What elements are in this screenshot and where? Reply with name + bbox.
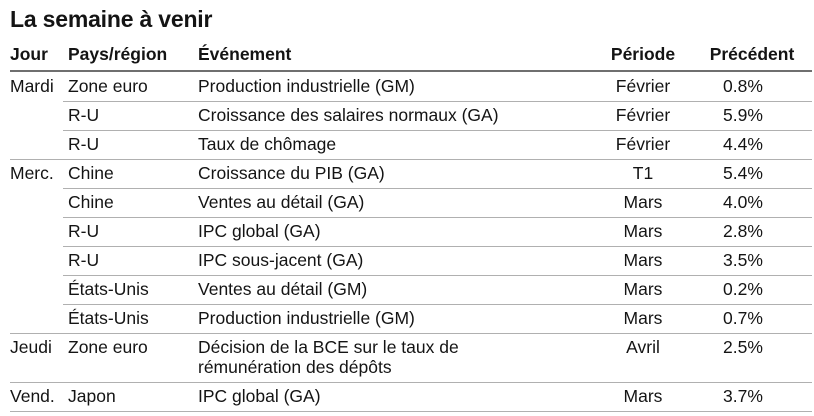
cell-evenement: Production industrielle (GM) [198, 308, 415, 328]
cell-precedent: 3.7% [723, 386, 763, 406]
cell-periode: Avril [626, 337, 660, 357]
cell-jour: Merc. [10, 163, 54, 183]
cell-precedent: 5.4% [723, 163, 763, 183]
cell-evenement: Décision de la BCE sur le taux de rémuné… [198, 337, 459, 377]
cell-pays-region: Zone euro [68, 337, 148, 357]
cell-pays-region: Zone euro [68, 76, 148, 96]
header-cell-evenement: Événement [198, 44, 292, 64]
cell-periode: Mars [623, 250, 663, 270]
cell-precedent: 2.8% [723, 221, 763, 241]
cell-periode: Mars [623, 221, 663, 241]
table-row: Jeudi Zone euro Décision de la BCE sur l… [10, 333, 812, 382]
table-row: États-Unis Production industrielle (GM) … [10, 304, 812, 333]
cell-evenement: Taux de chômage [198, 134, 337, 154]
header-cell-pays-region: Pays/région [68, 44, 168, 64]
cell-jour: Mardi [10, 76, 54, 96]
header-cell-precedent: Précédent [709, 44, 795, 64]
header-cell-periode: Période [610, 44, 676, 64]
table-row: R-U IPC sous-jacent (GA) Mars 3.5% [10, 246, 812, 275]
table-header: Jour Pays/région Événement Période Précé… [10, 44, 812, 72]
table-row: Merc. Chine Croissance du PIB (GA) T1 5.… [10, 159, 812, 188]
calendar-table: Jour Pays/région Événement Période Précé… [10, 44, 812, 412]
cell-evenement: Ventes au détail (GM) [198, 279, 368, 299]
cell-pays-region: Chine [68, 192, 114, 212]
cell-precedent: 0.7% [723, 308, 763, 328]
cell-evenement: IPC global (GA) [198, 386, 321, 406]
cell-periode: Mars [623, 308, 663, 328]
cell-evenement: Croissance des salaires normaux (GA) [198, 105, 499, 125]
table-row: Chine Ventes au détail (GA) Mars 4.0% [10, 188, 812, 217]
cell-evenement: Ventes au détail (GA) [198, 192, 365, 212]
cell-periode: Février [615, 76, 671, 96]
cell-periode: Février [615, 134, 671, 154]
cell-periode: Mars [623, 386, 663, 406]
cell-precedent: 4.0% [723, 192, 763, 212]
table-body: Mardi Zone euro Production industrielle … [10, 72, 812, 412]
cell-evenement: Croissance du PIB (GA) [198, 163, 385, 183]
cell-pays-region: R-U [68, 250, 100, 270]
table-row: Mardi Zone euro Production industrielle … [10, 72, 812, 101]
cell-precedent: 0.8% [723, 76, 763, 96]
cell-precedent: 5.9% [723, 105, 763, 125]
cell-jour: Vend. [10, 386, 55, 406]
cell-precedent: 2.5% [723, 337, 763, 357]
cell-pays-region: R-U [68, 105, 100, 125]
cell-periode: T1 [632, 163, 654, 183]
page-title: La semaine à venir [10, 6, 213, 32]
table-row: R-U Taux de chômage Février 4.4% [10, 130, 812, 159]
cell-periode: Mars [623, 192, 663, 212]
cell-jour: Jeudi [10, 337, 52, 357]
cell-precedent: 0.2% [723, 279, 763, 299]
cell-pays-region: Japon [68, 386, 116, 406]
cell-evenement: Production industrielle (GM) [198, 76, 415, 96]
cell-pays-region: États-Unis [68, 308, 149, 328]
cell-periode: Février [615, 105, 671, 125]
cell-evenement: IPC sous-jacent (GA) [198, 250, 364, 270]
table-row: Vend. Japon IPC global (GA) Mars 3.7% [10, 382, 812, 412]
cell-pays-region: États-Unis [68, 279, 149, 299]
table-row: R-U Croissance des salaires normaux (GA)… [10, 101, 812, 130]
cell-precedent: 3.5% [723, 250, 763, 270]
cell-pays-region: R-U [68, 134, 100, 154]
table-row: États-Unis Ventes au détail (GM) Mars 0.… [10, 275, 812, 304]
cell-pays-region: Chine [68, 163, 114, 183]
cell-evenement: IPC global (GA) [198, 221, 321, 241]
cell-periode: Mars [623, 279, 663, 299]
cell-pays-region: R-U [68, 221, 100, 241]
table-row: R-U IPC global (GA) Mars 2.8% [10, 217, 812, 246]
cell-precedent: 4.4% [723, 134, 763, 154]
header-cell-jour: Jour [10, 44, 48, 64]
